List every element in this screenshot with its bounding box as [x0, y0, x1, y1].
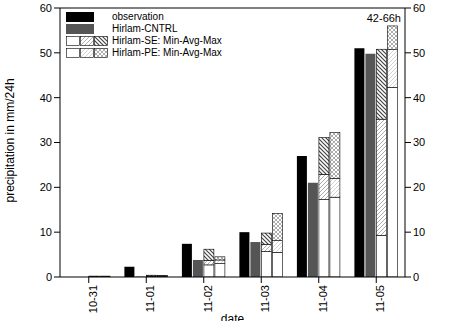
- svg-text:11-05: 11-05: [374, 285, 386, 312]
- svg-text:40: 40: [413, 92, 425, 104]
- svg-text:precipitation in mm/24h: precipitation in mm/24h: [8, 78, 17, 202]
- svg-text:30: 30: [413, 136, 425, 148]
- svg-text:0: 0: [46, 271, 52, 283]
- svg-text:20: 20: [40, 181, 52, 193]
- svg-text:11-02: 11-02: [202, 285, 214, 312]
- svg-text:10: 10: [40, 226, 52, 238]
- svg-text:11-04: 11-04: [317, 285, 329, 312]
- svg-text:11-03: 11-03: [259, 285, 271, 312]
- svg-text:50: 50: [40, 47, 52, 59]
- svg-text:60: 60: [40, 2, 52, 14]
- svg-text:10-31: 10-31: [87, 285, 99, 313]
- svg-text:40: 40: [40, 92, 52, 104]
- svg-text:10: 10: [413, 226, 425, 238]
- svg-text:11-01: 11-01: [144, 285, 156, 312]
- html-text:Hirlam-PE: Min-Avg-Max: Hirlam-PE: Min-Avg-Max: [112, 47, 222, 58]
- svg-text:60: 60: [413, 2, 425, 14]
- svg-text:20: 20: [413, 181, 425, 193]
- svg-text:30: 30: [40, 136, 52, 148]
- html-text:Hirlam-SE: Min-Avg-Max: Hirlam-SE: Min-Avg-Max: [112, 35, 222, 46]
- html-text:observation: observation: [112, 11, 164, 22]
- html-text:42-66h: 42-66h: [366, 12, 401, 24]
- svg-text:date: date: [221, 312, 245, 321]
- svg-text:0: 0: [413, 271, 419, 283]
- svg-text:50: 50: [413, 47, 425, 59]
- html-text:Hirlam-CNTRL: Hirlam-CNTRL: [112, 23, 178, 34]
